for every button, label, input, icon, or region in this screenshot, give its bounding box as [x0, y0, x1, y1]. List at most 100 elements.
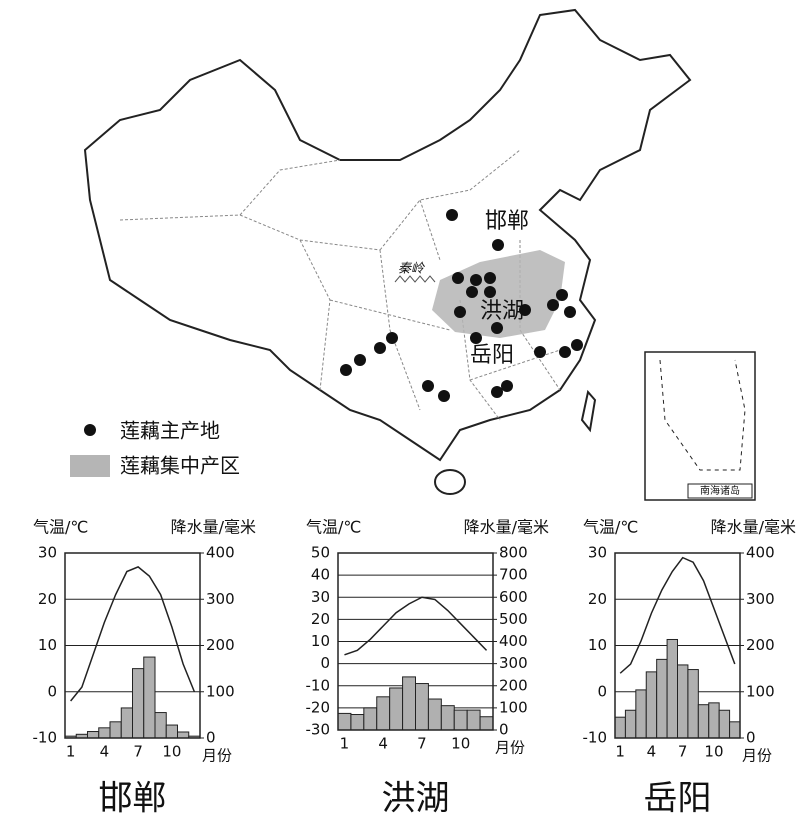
y-tick-label: 0: [597, 682, 607, 700]
precip-bar: [697, 704, 710, 739]
production-dot: [446, 209, 458, 221]
y-tick-label: -10: [583, 729, 608, 747]
x-axis-label: 月份: [495, 739, 525, 757]
plot-frame: [64, 552, 201, 739]
precip-bar: [87, 731, 100, 739]
temperature-line: [619, 556, 736, 674]
legend-label: 莲藕主产地: [120, 419, 220, 443]
precip-bar: [154, 712, 167, 739]
precip-bar: [402, 676, 417, 731]
production-dot: [492, 239, 504, 251]
precip-bar: [120, 707, 133, 739]
y2-axis-label: 降水量/毫米: [464, 518, 549, 537]
x-tick-label: 7: [417, 735, 427, 753]
production-dot: [452, 272, 464, 284]
y-tick-label: 30: [588, 544, 607, 562]
precip-bar: [614, 716, 626, 739]
taiwan: [580, 389, 597, 433]
city-label: 洪湖: [480, 299, 524, 324]
production-dot: [340, 364, 352, 376]
y-tick-label: 10: [311, 632, 330, 650]
inset-label-box: [687, 483, 753, 499]
chart-title: 洪湖: [382, 779, 450, 819]
precip-bar: [453, 709, 468, 731]
production-dot: [559, 346, 571, 358]
y-tick-label: 40: [311, 566, 330, 584]
x-tick-label: 7: [678, 743, 688, 761]
temperature-line: [344, 596, 488, 656]
precip-bar: [708, 702, 720, 739]
y2-axis-label: 降水量/毫米: [171, 518, 256, 537]
plot-frame: [337, 552, 494, 731]
x-axis-label: 月份: [202, 747, 232, 765]
x-tick-label: 4: [647, 743, 657, 761]
y2-tick-label: 100: [746, 682, 775, 700]
precip-bar: [427, 698, 442, 731]
y-tick-label: 30: [311, 588, 330, 606]
x-tick-label: 10: [704, 743, 723, 761]
precip-bar: [624, 709, 637, 739]
y-tick-label: 30: [38, 544, 57, 562]
inset-box: [644, 351, 756, 501]
production-dot: [484, 286, 496, 298]
legend-label: 莲藕集中产区: [120, 454, 240, 478]
precip-bar: [98, 727, 111, 739]
y2-tick-label: 200: [746, 636, 775, 654]
chart-title: 邯郸: [99, 779, 167, 819]
inset-dashes: [659, 359, 746, 471]
plot-frame: [614, 552, 741, 739]
y-tick-label: 10: [588, 636, 607, 654]
y2-axis-label: 降水量/毫米: [711, 518, 796, 537]
city-label: 邯郸: [485, 209, 529, 234]
y-tick-label: 20: [38, 590, 57, 608]
y-tick-label: 0: [47, 682, 57, 700]
production-dot: [547, 299, 559, 311]
production-dot: [470, 274, 482, 286]
y-tick-label: -20: [306, 698, 331, 716]
production-dot: [484, 272, 496, 284]
precip-bar: [466, 709, 481, 731]
production-dot: [422, 380, 434, 392]
y2-tick-label: 100: [206, 682, 235, 700]
y2-tick-label: 300: [499, 654, 528, 672]
x-tick-label: 1: [66, 743, 76, 761]
y2-tick-label: 0: [206, 729, 216, 747]
y2-tick-label: 200: [499, 676, 528, 694]
production-dot: [438, 390, 450, 402]
y-tick-label: -10: [33, 729, 58, 747]
production-dot: [374, 342, 386, 354]
x-tick-label: 4: [100, 743, 110, 761]
precip-bar: [389, 687, 404, 731]
precip-bar: [645, 671, 658, 739]
precip-bar: [479, 716, 494, 731]
map: 南海诸岛 邯郸 洪湖 岳阳 秦岭 莲藕主产地 莲藕集中产区: [70, 8, 756, 501]
y2-tick-label: 0: [499, 721, 509, 739]
production-dot: [454, 306, 466, 318]
precip-bar: [666, 638, 678, 739]
precip-bar: [132, 668, 145, 739]
precip-bar: [165, 724, 178, 739]
y2-tick-label: 700: [499, 566, 528, 584]
production-dot: [501, 380, 513, 392]
y2-tick-label: 600: [499, 588, 528, 606]
y2-tick-label: 0: [746, 729, 756, 747]
y2-tick-label: 300: [746, 590, 775, 608]
china-outline: [83, 8, 692, 462]
production-dot: [386, 332, 398, 344]
chart-title: 岳阳: [644, 779, 712, 819]
precip-bar: [415, 683, 429, 731]
y-axis-label: 气温/℃: [33, 518, 88, 537]
x-tick-label: 1: [340, 735, 350, 753]
concentrated-area: [432, 250, 565, 338]
y2-tick-label: 200: [206, 636, 235, 654]
x-tick-label: 10: [451, 735, 470, 753]
y-tick-label: 50: [311, 544, 330, 562]
precip-bar: [109, 721, 122, 739]
precip-bar: [363, 707, 378, 731]
precip-bar: [635, 689, 647, 739]
y2-tick-label: 400: [206, 544, 235, 562]
y-axis-label: 气温/℃: [583, 518, 638, 537]
production-dot: [556, 289, 568, 301]
production-dot: [564, 306, 576, 318]
production-dot: [519, 304, 531, 316]
